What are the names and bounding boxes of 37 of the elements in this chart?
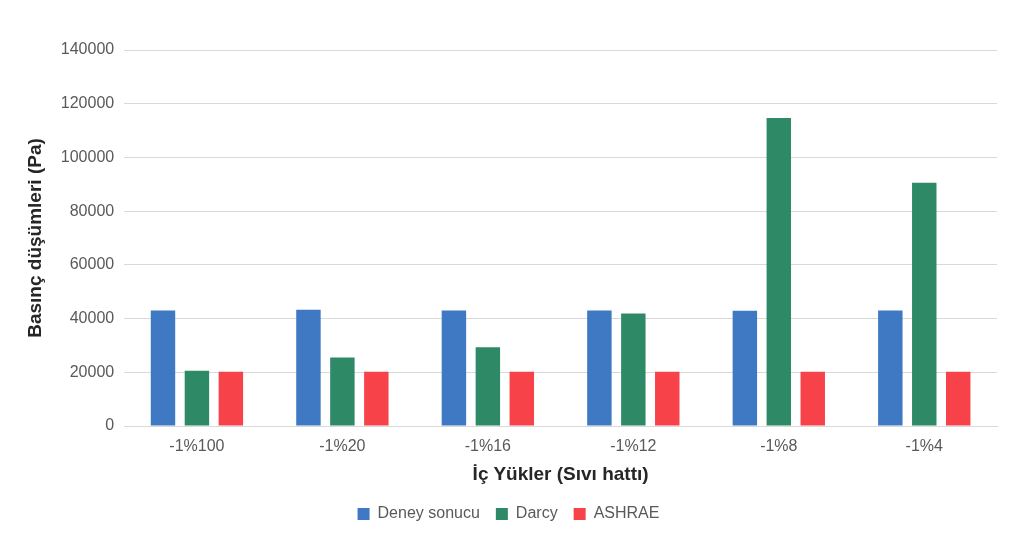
- bar: [587, 310, 612, 426]
- bar: [475, 347, 501, 426]
- bar: [441, 310, 467, 426]
- bar: [218, 371, 244, 426]
- bar: [330, 357, 355, 426]
- y-tick-label: 60000: [69, 255, 115, 273]
- bar: [655, 371, 680, 426]
- bar: [364, 371, 389, 426]
- x-tick-label: -1%100: [169, 437, 225, 455]
- bar: [150, 310, 176, 426]
- bar: [509, 371, 535, 426]
- bar: [800, 371, 825, 426]
- y-tick-label: 120000: [60, 94, 115, 112]
- x-tick-label: -1%16: [464, 437, 512, 455]
- x-tick-label: -1%12: [610, 437, 657, 455]
- legend-label: Deney sonucu: [377, 504, 480, 522]
- x-axis-title: İç Yükler (Sıvı hattı): [472, 462, 649, 484]
- bar: [296, 309, 321, 426]
- legend-label: ASHRAE: [593, 504, 660, 522]
- y-tick-label: 140000: [60, 40, 115, 58]
- bar: [766, 117, 792, 426]
- x-tick-label: -1%4: [905, 437, 944, 455]
- bar: [184, 370, 210, 426]
- legend-label: Darcy: [515, 504, 558, 522]
- y-tick-label: 40000: [69, 308, 115, 326]
- bar: [945, 371, 971, 426]
- x-tick-label: -1%8: [760, 437, 798, 455]
- bar: [732, 310, 758, 426]
- y-tick-label: 20000: [69, 362, 115, 380]
- y-axis-title: Basınç düşümleri (Pa): [23, 138, 45, 338]
- bar: [912, 182, 937, 426]
- x-tick-label: -1%20: [319, 437, 366, 455]
- y-tick-label: 0: [105, 416, 115, 434]
- y-tick-label: 80000: [69, 201, 115, 219]
- bar: [621, 313, 646, 426]
- bar: [878, 310, 903, 426]
- y-tick-label: 100000: [60, 147, 115, 165]
